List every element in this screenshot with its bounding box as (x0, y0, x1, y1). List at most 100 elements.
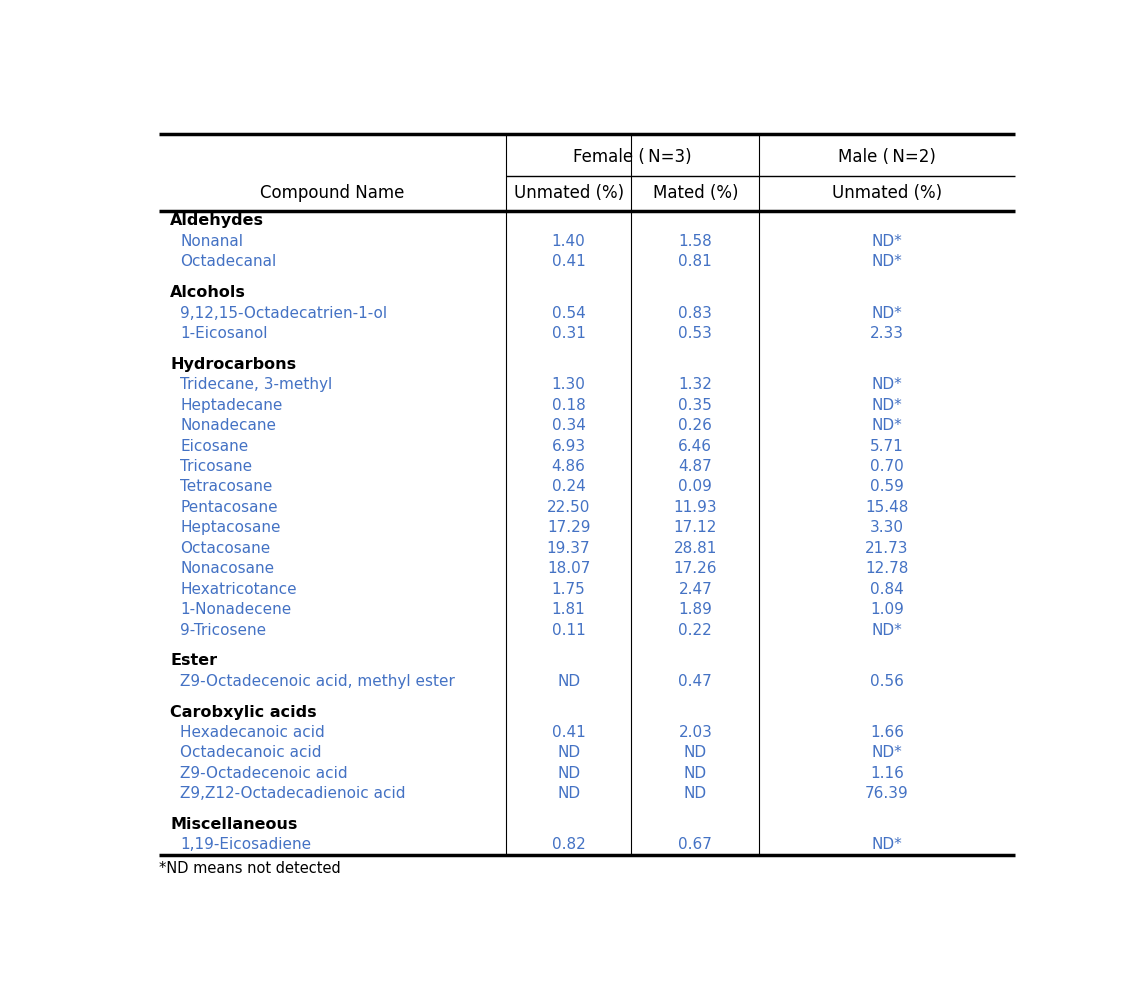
Text: 0.56: 0.56 (870, 673, 905, 689)
Text: ND: ND (684, 786, 706, 801)
Text: 1.66: 1.66 (870, 725, 905, 740)
Text: 0.84: 0.84 (870, 581, 905, 596)
Text: ND*: ND* (871, 837, 902, 852)
Text: 0.26: 0.26 (678, 418, 712, 434)
Text: 1.81: 1.81 (552, 602, 585, 617)
Text: Octadecanoic acid: Octadecanoic acid (180, 745, 322, 760)
Text: 17.12: 17.12 (673, 520, 717, 535)
Text: Tridecane, 3-methyl: Tridecane, 3-methyl (180, 378, 332, 393)
Text: 1.09: 1.09 (870, 602, 905, 617)
Text: ND*: ND* (871, 306, 902, 321)
Text: 1.89: 1.89 (678, 602, 712, 617)
Text: Aldehydes: Aldehydes (171, 214, 264, 229)
Text: Octadecanal: Octadecanal (180, 255, 277, 270)
Text: Heptadecane: Heptadecane (180, 398, 283, 413)
Text: 15.48: 15.48 (866, 500, 909, 514)
Text: 9,12,15-Octadecatrien-1-ol: 9,12,15-Octadecatrien-1-ol (180, 306, 387, 321)
Text: Z9-Octadecenoic acid, methyl ester: Z9-Octadecenoic acid, methyl ester (180, 673, 456, 689)
Text: 0.41: 0.41 (552, 725, 585, 740)
Text: 0.11: 0.11 (552, 622, 585, 637)
Text: Z9-Octadecenoic acid: Z9-Octadecenoic acid (180, 766, 348, 781)
Text: 76.39: 76.39 (866, 786, 909, 801)
Text: Z9,Z12-Octadecadienoic acid: Z9,Z12-Octadecadienoic acid (180, 786, 405, 801)
Text: Unmated (%): Unmated (%) (832, 184, 942, 202)
Text: 1-Eicosanol: 1-Eicosanol (180, 326, 268, 341)
Text: Mated (%): Mated (%) (653, 184, 739, 202)
Text: ND: ND (684, 745, 706, 760)
Text: 6.93: 6.93 (552, 439, 585, 454)
Text: ND: ND (556, 745, 581, 760)
Text: ND*: ND* (871, 622, 902, 637)
Text: 0.54: 0.54 (552, 306, 585, 321)
Text: Tricosane: Tricosane (180, 459, 252, 474)
Text: Heptacosane: Heptacosane (180, 520, 281, 535)
Text: 0.81: 0.81 (679, 255, 712, 270)
Text: 5.71: 5.71 (870, 439, 905, 454)
Text: 19.37: 19.37 (547, 540, 591, 555)
Text: 0.47: 0.47 (679, 673, 712, 689)
Text: *ND means not detected: *ND means not detected (159, 861, 340, 876)
Text: 2.47: 2.47 (679, 581, 712, 596)
Text: 0.18: 0.18 (552, 398, 585, 413)
Text: 6.46: 6.46 (678, 439, 712, 454)
Text: Octacosane: Octacosane (180, 540, 270, 555)
Text: 22.50: 22.50 (547, 500, 591, 514)
Text: Unmated (%): Unmated (%) (514, 184, 624, 202)
Text: 0.59: 0.59 (870, 480, 905, 495)
Text: 0.24: 0.24 (552, 480, 585, 495)
Text: 12.78: 12.78 (866, 561, 909, 576)
Text: 0.35: 0.35 (678, 398, 712, 413)
Text: 1.75: 1.75 (552, 581, 585, 596)
Text: 0.31: 0.31 (552, 326, 585, 341)
Text: ND: ND (684, 766, 706, 781)
Text: Compound Name: Compound Name (260, 184, 404, 202)
Text: Miscellaneous: Miscellaneous (171, 817, 298, 832)
Text: ND: ND (556, 786, 581, 801)
Text: Tetracosane: Tetracosane (180, 480, 273, 495)
Text: 0.83: 0.83 (678, 306, 712, 321)
Text: Male ( ​N=2): Male ( ​N=2) (838, 148, 937, 166)
Text: Hydrocarbons: Hydrocarbons (171, 357, 297, 372)
Text: 2.33: 2.33 (870, 326, 905, 341)
Text: ND*: ND* (871, 398, 902, 413)
Text: 0.34: 0.34 (552, 418, 585, 434)
Text: Eicosane: Eicosane (180, 439, 248, 454)
Text: Ester: Ester (171, 653, 218, 668)
Text: 0.22: 0.22 (679, 622, 712, 637)
Text: 1-Nonadecene: 1-Nonadecene (180, 602, 292, 617)
Text: 17.26: 17.26 (673, 561, 717, 576)
Text: Carobxylic acids: Carobxylic acids (171, 704, 317, 719)
Text: 0.09: 0.09 (678, 480, 712, 495)
Text: 17.29: 17.29 (547, 520, 591, 535)
Text: ND*: ND* (871, 745, 902, 760)
Text: Pentacosane: Pentacosane (180, 500, 278, 514)
Text: 0.70: 0.70 (870, 459, 905, 474)
Text: 0.41: 0.41 (552, 255, 585, 270)
Text: 1.58: 1.58 (679, 234, 712, 249)
Text: 3.30: 3.30 (870, 520, 905, 535)
Text: ND*: ND* (871, 418, 902, 434)
Text: Hexadecanoic acid: Hexadecanoic acid (180, 725, 325, 740)
Text: 1.32: 1.32 (678, 378, 712, 393)
Text: 4.86: 4.86 (552, 459, 585, 474)
Text: 1.30: 1.30 (552, 378, 585, 393)
Text: 0.67: 0.67 (678, 837, 712, 852)
Text: 2.03: 2.03 (678, 725, 712, 740)
Text: Hexatricotance: Hexatricotance (180, 581, 297, 596)
Text: 28.81: 28.81 (673, 540, 717, 555)
Text: ND*: ND* (871, 378, 902, 393)
Text: ND: ND (556, 766, 581, 781)
Text: 0.53: 0.53 (678, 326, 712, 341)
Text: ND: ND (556, 673, 581, 689)
Text: 4.87: 4.87 (679, 459, 712, 474)
Text: Alcohols: Alcohols (171, 285, 246, 300)
Text: 11.93: 11.93 (673, 500, 717, 514)
Text: 1,19-Eicosadiene: 1,19-Eicosadiene (180, 837, 311, 852)
Text: 1.40: 1.40 (552, 234, 585, 249)
Text: 0.82: 0.82 (552, 837, 585, 852)
Text: ND*: ND* (871, 234, 902, 249)
Text: 18.07: 18.07 (547, 561, 591, 576)
Text: Nonanal: Nonanal (180, 234, 244, 249)
Text: 9-Tricosene: 9-Tricosene (180, 622, 267, 637)
Text: Female ( ​N=3): Female ( ​N=3) (574, 148, 692, 166)
